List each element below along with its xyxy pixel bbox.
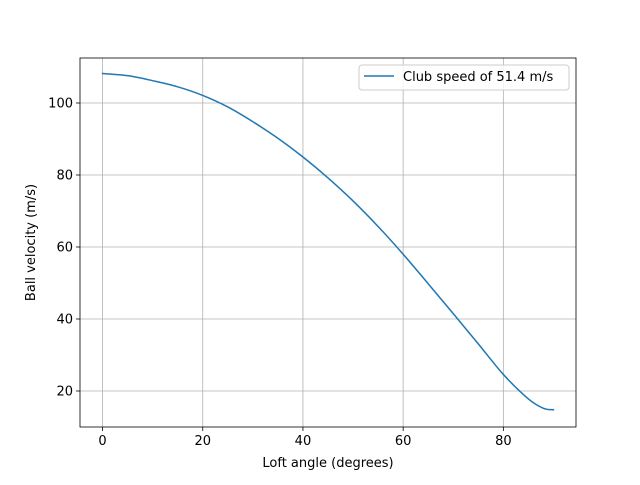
series-layer <box>101 72 555 411</box>
y-tick-label: 80 <box>56 169 73 184</box>
legend-box <box>358 64 570 91</box>
y-tick-label: 40 <box>56 313 73 328</box>
x-axis: 0 20 40 60 80 <box>98 427 512 449</box>
legend-label: Club speed of 51.4 m/s <box>403 70 554 85</box>
y-axis: 20 40 60 80 100 <box>48 97 80 400</box>
grid <box>80 58 576 427</box>
x-tick-label: 0 <box>98 434 106 449</box>
x-tick-label: 80 <box>495 434 512 449</box>
y-tick-label: 20 <box>56 385 73 400</box>
x-axis-label: Loft angle (degrees) <box>262 456 393 471</box>
series-line <box>101 72 555 411</box>
legend: Club speed of 51.4 m/s <box>358 64 570 91</box>
y-axis-label: Ball velocity (m/s) <box>24 184 39 301</box>
x-tick-label: 60 <box>395 434 412 449</box>
y-tick-label: 60 <box>56 241 73 256</box>
plot-area <box>79 57 577 428</box>
y-tick-label: 100 <box>48 97 73 112</box>
x-tick-label: 20 <box>194 434 211 449</box>
x-tick-label: 40 <box>295 434 312 449</box>
